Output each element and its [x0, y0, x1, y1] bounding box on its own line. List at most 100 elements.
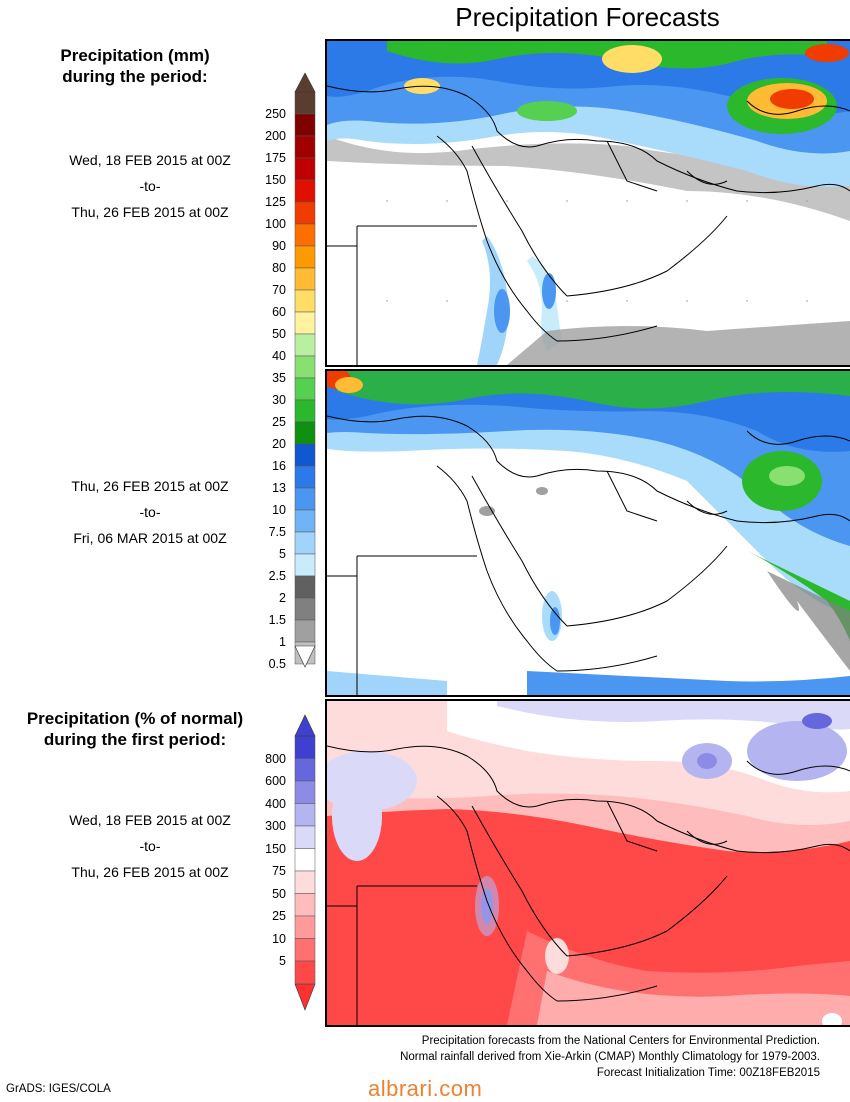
- precip-map-period2-canvas: [327, 371, 850, 695]
- pct-colorbar-cell: [294, 780, 316, 804]
- precip-colorbar-tick-label: 50: [272, 327, 286, 341]
- pct-colorbar-cell: [294, 915, 316, 939]
- period3-start: Wed, 18 FEB 2015 at 00Z: [69, 812, 231, 828]
- precip-colorbar-tick-label: 30: [272, 393, 286, 407]
- precip-heading-line2: during the period:: [62, 67, 208, 86]
- pct-colorbar-cell: [294, 735, 316, 759]
- precip-colorbar-cell: [294, 113, 316, 137]
- pct-normal-map-canvas: [327, 701, 850, 1025]
- credits: Precipitation forecasts from the Nationa…: [300, 1033, 820, 1081]
- precip-colorbar-tick-label: 250: [265, 107, 286, 121]
- pct-colorbar-tick-label: 150: [265, 841, 286, 856]
- credits-line2: Normal rainfall derived from Xie-Arkin (…: [400, 1051, 820, 1063]
- precip-colorbar-cell: [294, 245, 316, 269]
- pct-colorbar-tick-label: 400: [265, 796, 286, 811]
- precip-colorbar-tick-label: 2.5: [268, 569, 286, 583]
- pct-colorbar-tick-label: 25: [272, 909, 286, 923]
- pct-colorbar-tick-label: 300: [265, 819, 286, 833]
- precip-colorbar-tick-label: 90: [272, 239, 286, 253]
- pct-colorbar-cell: [294, 960, 316, 984]
- pct-colorbar-tick-label: 10: [272, 931, 286, 946]
- precip-colorbar-cell: [294, 575, 316, 599]
- precip-colorbar-tick-label: 25: [272, 415, 286, 429]
- pct-colorbar-bottom-arrow: [294, 983, 316, 1011]
- precip-heading-line1: Precipitation (mm): [60, 46, 210, 65]
- pct-colorbar-cell: [294, 938, 316, 962]
- pct-normal-map: [325, 699, 850, 1027]
- precip-colorbar-cell: [294, 179, 316, 203]
- precip-colorbar-cell: [294, 201, 316, 225]
- precip-colorbar-cell: [294, 421, 316, 445]
- credits-line3: Forecast Initialization Time: 00Z18FEB20…: [596, 1067, 820, 1079]
- precip-colorbar-tick-label: 35: [272, 371, 286, 385]
- watermark: albrari.com: [368, 1076, 483, 1101]
- precip-colorbar-tick-label: 10: [272, 503, 286, 517]
- pct-colorbar-cell: [294, 803, 316, 827]
- period3-end: Thu, 26 FEB 2015 at 00Z: [71, 864, 229, 880]
- period1-start: Wed, 18 FEB 2015 at 00Z: [69, 152, 231, 168]
- precip-colorbar-tick-label: 70: [272, 283, 286, 297]
- pct-colorbar-cell: [294, 758, 316, 782]
- precip-colorbar-tick-label: 7.5: [268, 525, 286, 539]
- precip-map-period1: [325, 39, 850, 367]
- precip-colorbar-tick-label: 1: [279, 635, 286, 649]
- precip-colorbar-cell: [294, 443, 316, 467]
- period1-sep: -to-: [139, 178, 161, 194]
- precip-colorbar-tick-label: 13: [272, 481, 286, 495]
- page-title: Precipitation Forecasts: [455, 2, 720, 32]
- period3-label: Wed, 18 FEB 2015 at 00Z -to- Thu, 26 FEB…: [0, 807, 300, 885]
- precip-colorbar-tick-label: 1.5: [268, 613, 286, 627]
- precip-colorbar-tick-label: 40: [272, 349, 286, 363]
- precip-colorbar-tick-label: 200: [265, 129, 286, 143]
- precip-colorbar-tick-label: 125: [265, 195, 286, 209]
- pct-colorbar-cell: [294, 870, 316, 894]
- pct-colorbar-top-arrow: [294, 714, 316, 737]
- pct-colorbar-tick-label: 75: [272, 864, 286, 878]
- precip-colorbar-tick-label: 100: [265, 217, 286, 231]
- pct-colorbar-labels: 800 600 400 300 150 75 50 25 10 5: [230, 712, 290, 1014]
- pct-heading: Precipitation (% of normal) during the f…: [0, 708, 295, 750]
- period1-end: Thu, 26 FEB 2015 at 00Z: [71, 204, 229, 220]
- precip-colorbar: [294, 72, 316, 668]
- precip-colorbar-tick-label: 20: [272, 437, 286, 451]
- precip-colorbar-cell: [294, 135, 316, 159]
- pct-colorbar-cell: [294, 848, 316, 872]
- pct-colorbar-tick-label: 800: [265, 751, 286, 766]
- precip-colorbar-cell: [294, 355, 316, 379]
- precip-colorbar-cell: [294, 619, 316, 643]
- precip-colorbar-cell: [294, 157, 316, 181]
- pct-colorbar-tick-label: 5: [279, 954, 286, 968]
- precip-colorbar-cell: [294, 509, 316, 533]
- precip-colorbar-cell: [294, 333, 316, 357]
- pct-colorbar: [294, 714, 316, 1011]
- precip-colorbar-tick-label: 0.5: [268, 657, 286, 671]
- precip-colorbar-cell: [294, 531, 316, 555]
- precip-colorbar-cell: [294, 487, 316, 511]
- pct-colorbar-tick-label: 600: [265, 774, 286, 788]
- period3-sep: -to-: [139, 838, 161, 854]
- precip-colorbar-cell: [294, 377, 316, 401]
- software-credit: GrADS: IGES/COLA: [6, 1083, 111, 1095]
- precip-colorbar-cell: [294, 289, 316, 313]
- precip-colorbar-tick-label: 80: [272, 261, 286, 275]
- precip-colorbar-top-arrow: [294, 72, 316, 93]
- pct-heading-line2: during the first period:: [43, 730, 227, 749]
- period2-end: Fri, 06 MAR 2015 at 00Z: [73, 530, 227, 546]
- pct-colorbar-tick-label: 50: [272, 886, 286, 901]
- precip-map-period1-canvas: [327, 41, 850, 365]
- precip-colorbar-cell: [294, 399, 316, 423]
- precip-map-period2: [325, 369, 850, 697]
- precip-colorbar-tick-label: 175: [265, 151, 286, 165]
- pct-heading-line1: Precipitation (% of normal): [26, 709, 244, 728]
- precip-colorbar-cell: [294, 597, 316, 621]
- precip-colorbar-tick-label: 60: [272, 305, 286, 319]
- precip-colorbar-tick-label: 150: [265, 173, 286, 187]
- precip-colorbar-labels: 250 200 175 150 125 100 90 80 70 60 50 40 35 30 25 20 16…: [230, 70, 290, 671]
- precip-colorbar-cell: [294, 465, 316, 489]
- precip-colorbar-tick-label: 5: [279, 547, 286, 561]
- precip-colorbar-tick-label: 2: [279, 591, 286, 605]
- precip-colorbar-cell: [294, 91, 316, 115]
- precip-colorbar-cell: [294, 311, 316, 335]
- precip-colorbar-bottom-arrow: [294, 645, 316, 668]
- pct-colorbar-cell: [294, 825, 316, 849]
